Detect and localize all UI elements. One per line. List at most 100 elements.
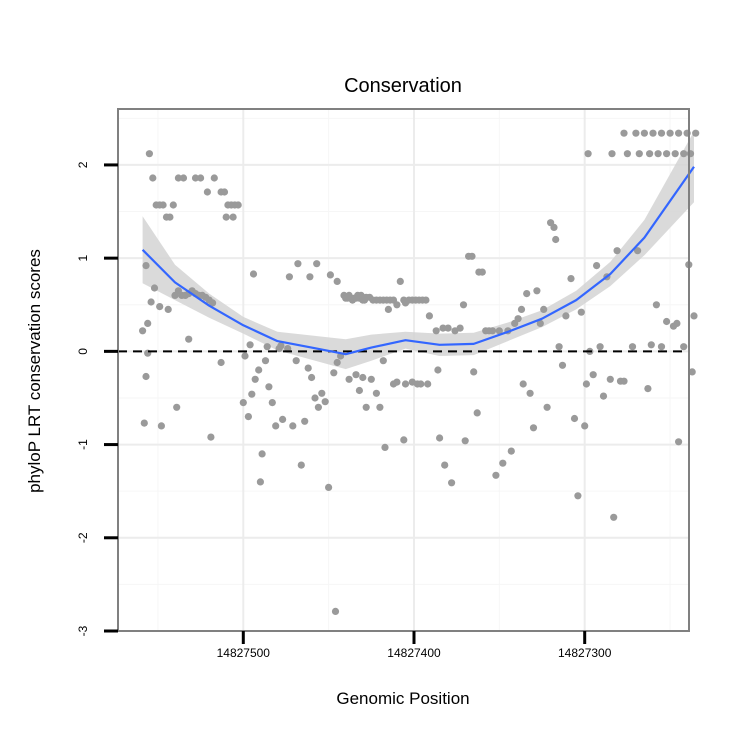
data-point	[514, 315, 522, 323]
data-point	[690, 312, 698, 320]
data-point	[381, 443, 389, 451]
data-point	[306, 273, 314, 281]
data-point	[279, 415, 287, 423]
data-point	[555, 343, 563, 351]
data-point	[209, 299, 217, 307]
data-point	[164, 305, 172, 313]
data-point	[673, 319, 681, 327]
data-point	[139, 327, 147, 335]
data-point	[488, 327, 497, 335]
x-tick-label: 14827400	[387, 646, 441, 660]
data-point	[261, 357, 270, 365]
data-point	[634, 247, 642, 255]
smooth-line	[141, 166, 695, 356]
data-point	[326, 271, 334, 279]
data-point	[517, 305, 526, 313]
data-point	[620, 129, 628, 137]
data-point	[313, 260, 321, 268]
data-point	[461, 437, 469, 445]
data-point	[285, 273, 293, 281]
data-point	[558, 361, 567, 369]
data-point	[220, 188, 229, 196]
y-tick-label: -2	[76, 532, 90, 543]
data-point	[644, 385, 652, 393]
data-point	[533, 287, 541, 295]
data-point	[352, 371, 360, 379]
data-point	[203, 188, 211, 196]
x-tick-label: 14827500	[217, 646, 271, 660]
data-point	[157, 422, 165, 430]
data-point	[156, 303, 164, 311]
data-point	[647, 341, 655, 349]
data-point	[623, 150, 632, 158]
data-point	[311, 394, 319, 402]
confidence-band-layer	[142, 131, 695, 370]
data-point	[222, 213, 230, 221]
y-tick-label: -1	[76, 439, 90, 450]
data-point	[632, 129, 640, 137]
data-point	[692, 129, 700, 137]
data-point	[657, 129, 666, 137]
data-point	[649, 129, 657, 137]
data-point	[185, 335, 193, 343]
data-point	[584, 150, 592, 158]
data-point	[599, 392, 608, 400]
data-point	[688, 368, 696, 376]
data-point	[229, 213, 237, 221]
data-point	[608, 150, 616, 158]
data-point	[424, 380, 432, 388]
data-point	[166, 213, 174, 221]
data-point	[393, 301, 401, 309]
data-point	[246, 341, 254, 349]
data-point	[536, 319, 544, 327]
data-point	[596, 343, 604, 351]
data-point	[142, 262, 150, 270]
data-point	[507, 447, 515, 455]
data-point	[628, 343, 637, 351]
data-point	[248, 390, 256, 398]
data-point	[529, 424, 538, 432]
data-point	[325, 483, 333, 491]
data-point	[432, 327, 440, 335]
data-point	[519, 380, 527, 388]
data-point	[367, 375, 375, 383]
data-point	[294, 260, 302, 268]
data-point	[613, 247, 621, 255]
data-point	[159, 201, 167, 209]
data-point	[239, 399, 247, 407]
data-point	[543, 403, 551, 411]
data-point	[540, 305, 548, 313]
data-point	[308, 373, 316, 382]
data-point	[523, 290, 531, 298]
data-point	[686, 150, 695, 158]
data-point	[384, 305, 392, 313]
data-point	[425, 312, 433, 320]
data-point	[169, 201, 177, 209]
data-point	[663, 317, 671, 326]
data-point	[444, 324, 452, 332]
data-point	[570, 414, 579, 423]
data-point	[191, 174, 200, 182]
data-point	[174, 174, 182, 182]
data-point	[492, 471, 500, 479]
data-point	[379, 357, 387, 365]
data-point	[255, 366, 263, 374]
data-point	[680, 150, 688, 158]
data-point	[251, 375, 259, 383]
data-point	[606, 375, 614, 383]
data-point	[321, 398, 329, 406]
data-point	[646, 150, 654, 158]
data-point	[401, 380, 410, 388]
data-point	[297, 461, 305, 469]
data-point	[268, 399, 276, 407]
data-point	[301, 417, 309, 425]
data-point	[197, 174, 205, 182]
data-point	[441, 461, 449, 469]
data-point	[473, 409, 481, 417]
data-point	[620, 377, 628, 385]
data-point	[577, 308, 585, 316]
data-point	[345, 375, 353, 383]
data-point	[459, 301, 468, 309]
data-point	[640, 129, 649, 137]
data-point	[657, 343, 666, 351]
